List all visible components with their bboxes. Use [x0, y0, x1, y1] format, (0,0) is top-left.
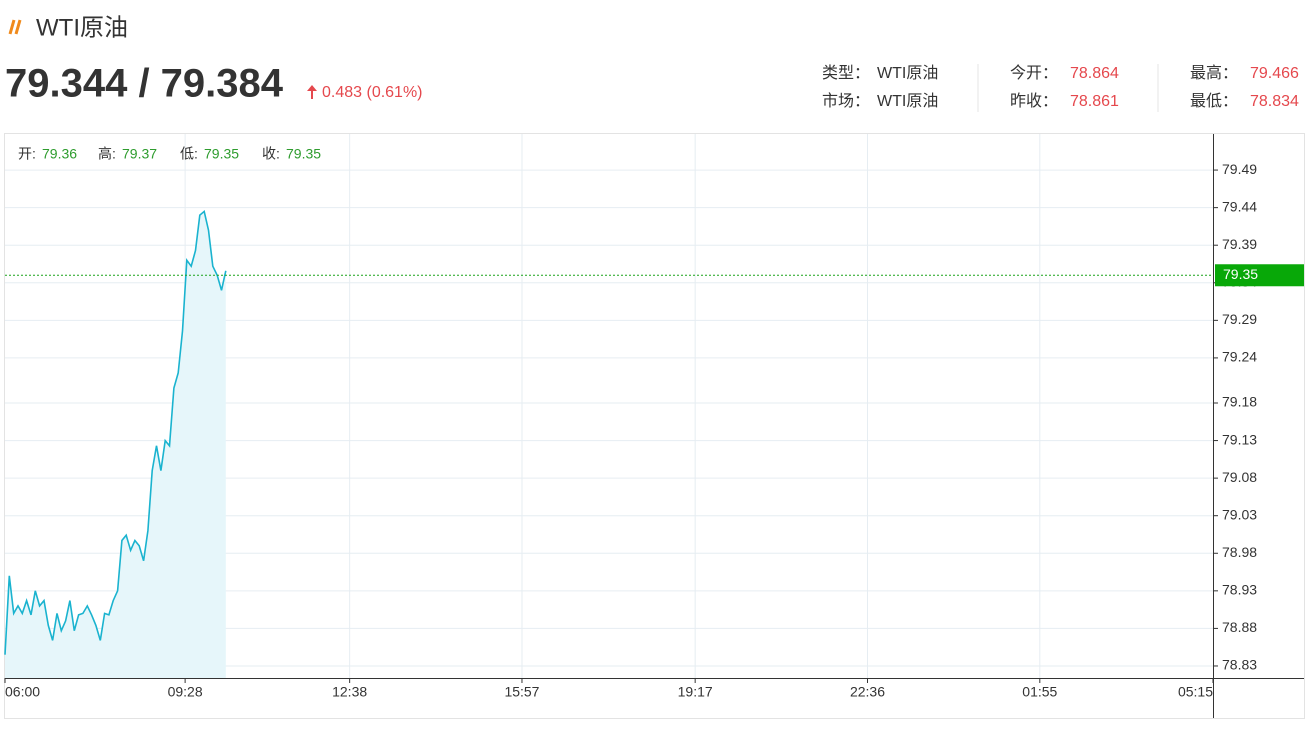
- stat-value: 78.834: [1250, 93, 1299, 110]
- y-tick-label: 79.03: [1222, 506, 1257, 522]
- ohlc-label: 收:: [262, 146, 280, 162]
- y-tick-label: 78.88: [1222, 619, 1257, 635]
- title: WTI原油: [36, 14, 128, 41]
- y-tick-label: 79.29: [1222, 311, 1257, 327]
- change: 0.483 (0.61%): [322, 84, 423, 101]
- y-tick-label: 79.18: [1222, 394, 1257, 410]
- y-tick-label: 79.44: [1222, 198, 1257, 214]
- chart-frame: [4, 133, 1305, 719]
- ohlc-label: 开:: [18, 146, 36, 162]
- y-tick-label: 79.13: [1222, 431, 1257, 447]
- x-tick-label: 01:55: [1022, 684, 1057, 700]
- stat-value: 78.861: [1070, 93, 1119, 110]
- area: [5, 211, 226, 678]
- x-tick-label: 09:28: [168, 684, 203, 700]
- ohlc-value: 79.37: [122, 146, 157, 162]
- ohlc-label: 低:: [180, 146, 198, 162]
- y-tick-label: 78.93: [1222, 582, 1257, 598]
- stat-value: 79.466: [1250, 65, 1299, 82]
- stat-value: WTI原油: [877, 92, 938, 110]
- ohlc-label: 高:: [98, 146, 116, 162]
- x-tick-label: 06:00: [5, 684, 40, 700]
- ohlc-value: 79.35: [204, 146, 239, 162]
- y-tick-label: 79.49: [1222, 161, 1257, 177]
- stat-value: WTI原油: [877, 64, 938, 82]
- x-tick-label: 22:36: [850, 684, 885, 700]
- y-tick-label: 78.98: [1222, 544, 1257, 560]
- y-tick-label: 79.08: [1222, 469, 1257, 485]
- x-tick-label: 15:57: [504, 684, 539, 700]
- stat-label: 最低：: [1190, 92, 1238, 110]
- ohlc-value: 79.35: [286, 146, 321, 162]
- ohlc-value: 79.36: [42, 146, 77, 162]
- y-tick-label: 79.24: [1222, 349, 1257, 365]
- up-arrow: [307, 85, 317, 99]
- x-tick-label: 19:17: [678, 684, 713, 700]
- logo: [8, 19, 22, 35]
- y-tick-label: 79.39: [1222, 236, 1257, 252]
- x-tick-label: 05:15: [1178, 684, 1213, 700]
- current-price-label: 79.35: [1223, 266, 1258, 282]
- y-tick-label: 78.83: [1222, 657, 1257, 673]
- current-price-box: [1215, 264, 1304, 287]
- price-line: [4, 209, 227, 655]
- x-tick-label: 12:38: [332, 684, 367, 700]
- stat-label: 最高：: [1190, 64, 1238, 82]
- stat-label: 今开：: [1010, 64, 1058, 82]
- stat-label: 类型：: [822, 64, 870, 82]
- stat-value: 78.864: [1070, 65, 1119, 82]
- price: 79.344 / 79.384: [5, 62, 284, 106]
- stat-label: 市场：: [822, 92, 870, 110]
- stat-label: 昨收：: [1010, 92, 1058, 110]
